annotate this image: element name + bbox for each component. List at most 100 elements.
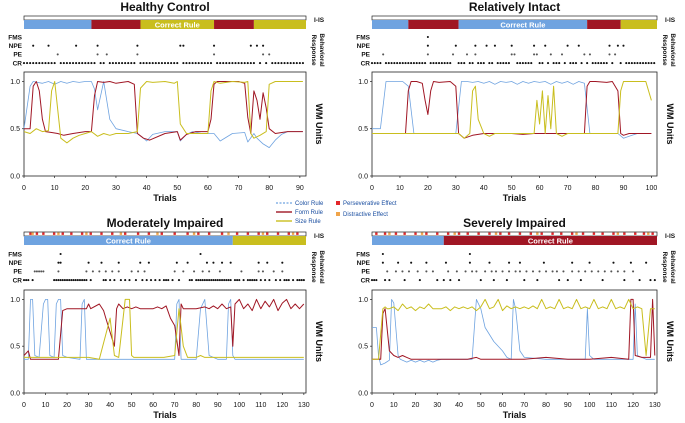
response-dot xyxy=(229,279,232,282)
response-dot xyxy=(415,62,418,65)
response-dot xyxy=(579,279,582,282)
response-dot xyxy=(151,62,154,65)
chart-title: Severely Impaired xyxy=(463,216,566,230)
x-tick-label: 50 xyxy=(477,402,485,409)
response-dot xyxy=(283,279,286,282)
series-line-color-rule xyxy=(24,298,304,360)
response-dot xyxy=(216,279,219,282)
response-dot xyxy=(188,62,191,65)
response-dot xyxy=(84,62,87,65)
response-dot xyxy=(205,261,209,264)
x-tick-label: 60 xyxy=(204,185,212,192)
response-dot xyxy=(641,62,645,65)
response-dot xyxy=(577,270,580,273)
response-dot xyxy=(105,53,108,56)
perseverative-mark xyxy=(246,232,250,235)
response-dot xyxy=(197,62,200,65)
response-dot xyxy=(117,62,121,65)
response-dot xyxy=(87,62,90,65)
response-label: Response xyxy=(310,35,317,66)
iis-label: I-IS xyxy=(314,233,325,240)
y-tick-label: 1.0 xyxy=(358,79,368,86)
perseverative-mark xyxy=(287,232,290,235)
x-tick-label: 90 xyxy=(296,185,304,192)
response-dot xyxy=(35,62,38,65)
response-dot xyxy=(143,270,146,273)
response-dot xyxy=(93,62,96,65)
response-dot xyxy=(272,270,275,273)
response-dot xyxy=(286,62,289,65)
response-dot xyxy=(157,62,160,65)
response-dot xyxy=(229,261,232,264)
x-tick-label: 130 xyxy=(649,402,661,409)
response-dot xyxy=(426,44,429,47)
behavioral-label: Behavioral xyxy=(669,33,676,66)
perseverative-mark xyxy=(570,232,574,235)
response-dot xyxy=(488,62,491,65)
perseverative-mark xyxy=(123,232,127,235)
response-dot xyxy=(623,270,626,273)
response-dot xyxy=(262,44,265,47)
rule-bar-segment xyxy=(140,20,215,29)
response-dot xyxy=(485,44,488,47)
response-dot xyxy=(438,62,441,65)
response-dot xyxy=(381,261,384,264)
x-tick-label: 70 xyxy=(564,185,572,192)
response-dot xyxy=(70,279,73,282)
response-dot xyxy=(206,62,209,65)
response-dot xyxy=(195,279,198,282)
response-row-label: FMS xyxy=(8,34,22,41)
perseverative-mark xyxy=(80,232,84,235)
x-tick-label: 120 xyxy=(276,402,288,409)
response-dot xyxy=(44,62,47,65)
response-dot xyxy=(63,279,66,282)
response-dot xyxy=(182,270,185,273)
response-dot xyxy=(475,270,478,273)
response-row-label: PE xyxy=(361,269,370,276)
perseverative-mark xyxy=(601,232,604,235)
response-dot xyxy=(424,62,427,65)
response-dot xyxy=(386,270,389,273)
perseverative-mark xyxy=(540,232,543,235)
response-dot xyxy=(102,279,105,282)
x-tick-label: 80 xyxy=(192,402,200,409)
response-dot xyxy=(538,270,541,273)
response-dot xyxy=(619,62,622,65)
perseverative-mark xyxy=(518,232,522,235)
response-dot xyxy=(546,62,550,65)
distractive-mark xyxy=(647,232,650,235)
perseverative-mark xyxy=(186,232,189,235)
y-axis-label: WM Units xyxy=(314,104,324,145)
chart-title: Moderately Impaired xyxy=(107,216,224,230)
response-dot xyxy=(296,279,299,282)
response-dot xyxy=(603,270,606,273)
plot-frame xyxy=(23,71,307,177)
response-row-label: NPE xyxy=(9,43,23,50)
x-tick-label: 10 xyxy=(396,185,404,192)
response-dot xyxy=(549,53,552,56)
response-dot xyxy=(538,62,541,65)
response-dot xyxy=(638,279,641,282)
response-dot xyxy=(40,270,43,273)
response-dot xyxy=(145,279,148,282)
response-dot xyxy=(454,44,457,47)
perseverative-mark xyxy=(436,232,439,235)
x-tick-label: 50 xyxy=(128,402,136,409)
response-dot xyxy=(200,62,203,65)
response-dot xyxy=(628,62,631,65)
response-dot xyxy=(474,44,477,47)
response-dot xyxy=(541,62,544,65)
response-dot xyxy=(569,62,572,65)
perseverative-mark xyxy=(446,232,450,235)
response-dot xyxy=(59,279,62,282)
perseverative-mark xyxy=(296,232,299,235)
response-dot xyxy=(535,53,538,56)
response-dot xyxy=(298,62,301,65)
legend-color-label: Color Rule xyxy=(295,201,324,207)
response-dot xyxy=(482,62,485,65)
response-dot xyxy=(591,62,594,65)
distractive-mark xyxy=(453,232,456,235)
response-dot xyxy=(614,53,617,56)
response-dot xyxy=(261,270,264,273)
